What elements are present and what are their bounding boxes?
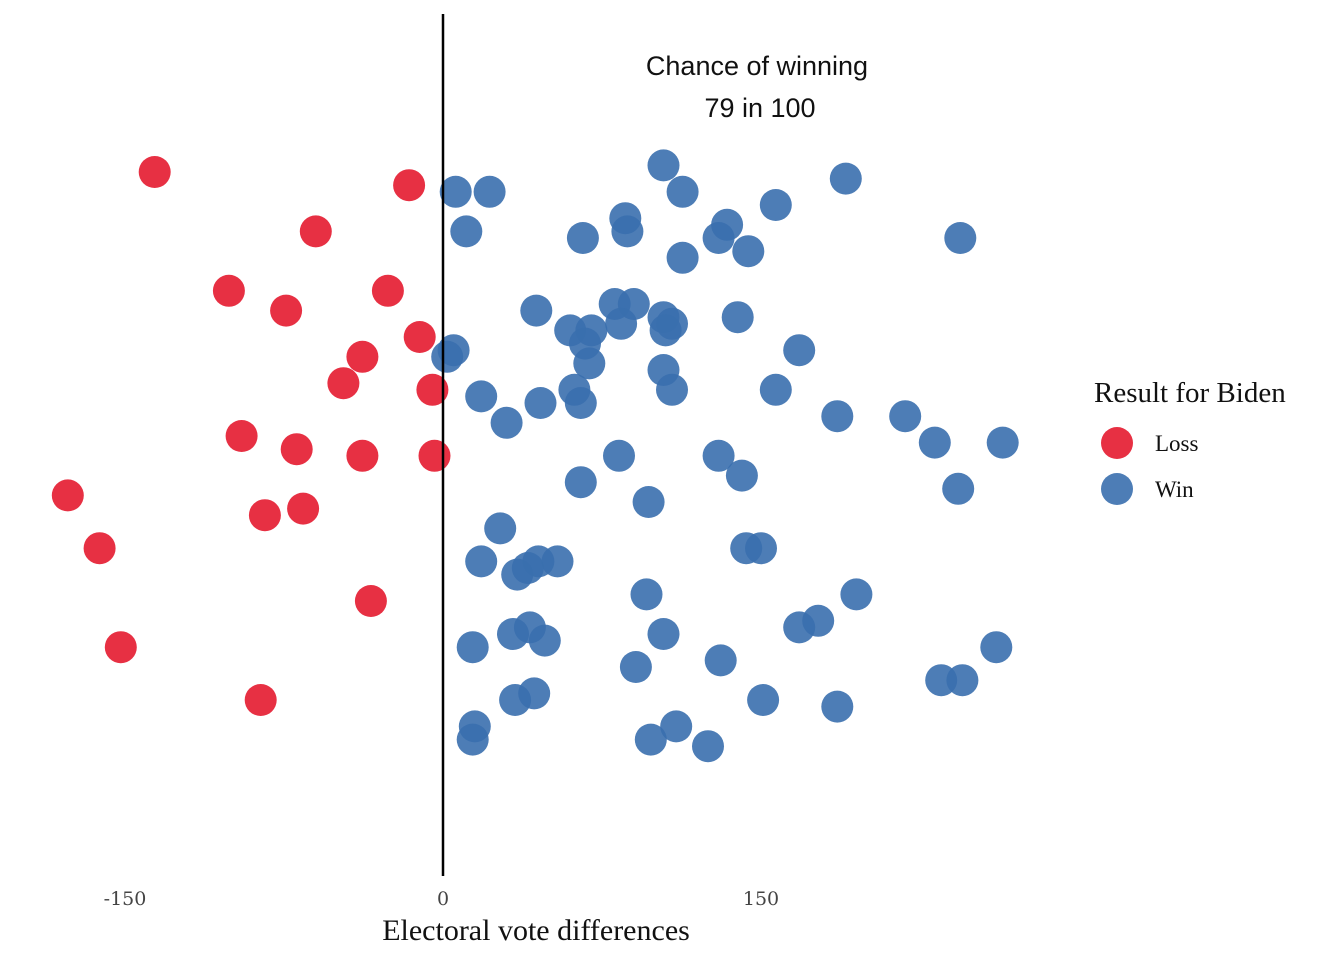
point-loss-16 (287, 492, 320, 525)
chance-label: Chance of winning (646, 51, 868, 81)
point-win-50 (730, 532, 763, 565)
point-win-67 (619, 651, 652, 683)
point-win-42 (702, 439, 735, 472)
point-win-73 (821, 690, 854, 723)
point-loss-17 (83, 532, 116, 565)
point-loss-6 (403, 321, 436, 353)
point-win-36 (564, 387, 597, 419)
legend-swatch-loss (1101, 427, 1133, 459)
point-win-62 (528, 624, 561, 657)
point-loss-9 (416, 373, 449, 406)
point-win-76 (456, 723, 489, 756)
point-win-60 (783, 611, 816, 644)
point-loss-10 (225, 420, 258, 452)
point-win-41 (918, 426, 951, 459)
points-layer (51, 149, 1019, 763)
legend-entries: Loss Win (1101, 427, 1199, 505)
point-loss-1 (393, 169, 426, 202)
point-loss-5 (270, 294, 303, 327)
legend-title: Result for Biden (1094, 377, 1286, 409)
point-win-13 (732, 235, 765, 268)
point-win-3 (439, 175, 472, 208)
point-win-35 (524, 387, 557, 419)
point-win-33 (759, 373, 792, 406)
point-loss-20 (244, 684, 277, 716)
point-win-28 (437, 334, 470, 367)
point-loss-14 (51, 479, 84, 512)
point-win-24 (649, 314, 682, 347)
point-win-47 (632, 486, 665, 518)
point-win-71 (518, 677, 551, 710)
point-win-72 (747, 684, 780, 716)
x-tick-label: 150 (743, 888, 779, 910)
legend: Result for Biden Loss Win (1094, 377, 1286, 505)
point-loss-8 (327, 367, 360, 400)
point-win-14 (666, 241, 699, 274)
legend-label-loss: Loss (1155, 431, 1199, 456)
point-win-12 (944, 222, 977, 254)
point-win-19 (721, 301, 754, 334)
point-win-56 (630, 578, 663, 611)
point-win-40 (986, 426, 1019, 459)
point-win-2 (473, 175, 506, 208)
point-win-38 (889, 400, 922, 433)
x-tick-label: -150 (104, 888, 147, 910)
point-win-78 (692, 730, 724, 763)
point-win-0 (647, 149, 680, 182)
legend-swatch-win (1101, 473, 1133, 505)
point-win-53 (541, 545, 574, 578)
point-win-64 (980, 631, 1013, 664)
point-win-63 (647, 618, 680, 650)
point-loss-13 (418, 439, 451, 472)
point-win-9 (611, 215, 644, 248)
point-loss-15 (248, 499, 281, 532)
x-axis-ticks: -150 0 150 (104, 888, 779, 910)
point-win-34 (465, 380, 498, 413)
point-win-1 (829, 162, 862, 195)
point-win-17 (520, 294, 553, 327)
chance-value: 79 in 100 (704, 93, 815, 123)
point-win-51 (465, 545, 498, 578)
point-win-5 (759, 189, 792, 221)
point-loss-3 (212, 274, 245, 307)
point-win-4 (666, 175, 699, 208)
point-win-20 (605, 307, 638, 340)
point-win-37 (821, 400, 854, 433)
point-win-46 (942, 472, 975, 505)
point-win-32 (656, 373, 688, 406)
point-win-10 (566, 222, 599, 254)
point-win-75 (660, 710, 693, 743)
point-win-77 (634, 723, 667, 756)
point-loss-19 (104, 631, 137, 664)
point-win-61 (497, 618, 529, 650)
point-win-29 (573, 347, 606, 380)
point-loss-4 (371, 274, 404, 307)
point-win-39 (490, 406, 523, 439)
point-win-48 (484, 512, 517, 545)
point-loss-7 (346, 340, 379, 373)
point-win-44 (564, 466, 597, 499)
x-axis-title: Electoral vote differences (382, 914, 690, 947)
point-win-55 (501, 558, 534, 591)
point-win-57 (840, 578, 873, 611)
point-loss-2 (299, 215, 332, 248)
point-loss-0 (138, 156, 171, 188)
point-win-11 (702, 222, 735, 254)
x-tick-label: 0 (437, 888, 449, 910)
point-win-26 (783, 334, 816, 367)
point-loss-11 (280, 433, 313, 466)
point-win-43 (603, 439, 635, 472)
legend-label-win: Win (1155, 477, 1194, 502)
point-loss-18 (354, 585, 387, 617)
point-win-8 (450, 215, 483, 248)
point-win-45 (725, 459, 758, 492)
point-win-69 (946, 664, 979, 697)
point-win-66 (704, 644, 737, 677)
point-loss-12 (346, 439, 379, 472)
point-win-65 (456, 631, 489, 664)
